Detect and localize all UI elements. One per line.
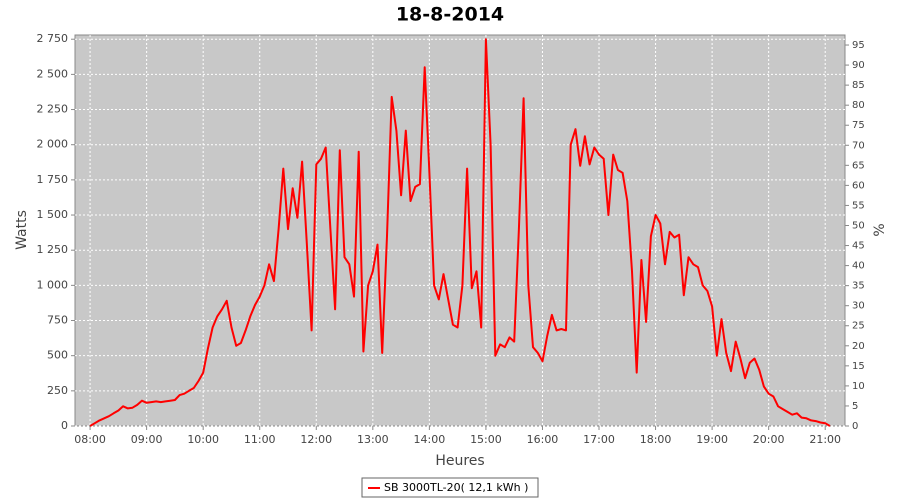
y2-tick-label: 15 bbox=[852, 361, 865, 372]
y2-tick-label: 85 bbox=[852, 80, 865, 91]
y2-tick-label: 55 bbox=[852, 200, 865, 211]
y-tick-label: 1 000 bbox=[37, 278, 69, 291]
y-axis-title: Watts bbox=[14, 210, 30, 250]
y-tick-label: 2 750 bbox=[37, 32, 69, 45]
x-tick-label: 08:00 bbox=[74, 433, 106, 446]
x-tick-label: 14:00 bbox=[414, 433, 446, 446]
y2-tick-label: 30 bbox=[852, 301, 865, 312]
x-tick-label: 10:00 bbox=[187, 433, 219, 446]
x-tick-label: 09:00 bbox=[131, 433, 163, 446]
series-line bbox=[89, 38, 831, 427]
y2-tick-label: 45 bbox=[852, 241, 865, 252]
legend-label: SB 3000TL-20( 12,1 kWh ) bbox=[384, 481, 528, 494]
y2-tick-label: 5 bbox=[852, 401, 858, 412]
y-tick-label: 750 bbox=[47, 314, 68, 327]
x-tick-label: 19:00 bbox=[696, 433, 728, 446]
x-tick-label: 20:00 bbox=[753, 433, 785, 446]
y-tick-label: 2 000 bbox=[37, 138, 69, 151]
y2-tick-label: 65 bbox=[852, 160, 865, 171]
y2-tick-label: 60 bbox=[852, 180, 865, 191]
y2-tick-label: 0 bbox=[852, 421, 858, 432]
y-tick-label: 0 bbox=[61, 419, 68, 432]
x-tick-label: 11:00 bbox=[244, 433, 276, 446]
y-tick-label: 250 bbox=[47, 384, 68, 397]
x-tick-label: 17:00 bbox=[583, 433, 615, 446]
y2-tick-label: 70 bbox=[852, 140, 865, 151]
y2-tick-label: 20 bbox=[852, 341, 865, 352]
x-tick-label: 15:00 bbox=[470, 433, 502, 446]
y2-tick-label: 90 bbox=[852, 60, 865, 71]
x-tick-label: 16:00 bbox=[527, 433, 559, 446]
y2-tick-label: 35 bbox=[852, 281, 865, 292]
y-tick-label: 2 250 bbox=[37, 103, 69, 116]
y2-tick-label: 10 bbox=[852, 381, 865, 392]
x-tick-label: 13:00 bbox=[357, 433, 389, 446]
y2-axis-title: % bbox=[872, 223, 888, 236]
y-tick-label: 1 750 bbox=[37, 173, 69, 186]
x-tick-label: 21:00 bbox=[809, 433, 841, 446]
x-tick-label: 12:00 bbox=[300, 433, 332, 446]
x-tick-label: 18:00 bbox=[640, 433, 672, 446]
y2-tick-label: 95 bbox=[852, 40, 865, 51]
y-tick-label: 1 500 bbox=[37, 208, 69, 221]
y2-tick-label: 80 bbox=[852, 100, 865, 111]
x-axis-title: Heures bbox=[435, 453, 484, 469]
y-tick-label: 1 250 bbox=[37, 243, 69, 256]
y2-tick-label: 75 bbox=[852, 120, 865, 131]
legend-box bbox=[361, 477, 539, 498]
y-tick-label: 500 bbox=[47, 349, 68, 362]
y2-tick-label: 25 bbox=[852, 321, 865, 332]
y2-tick-label: 50 bbox=[852, 220, 865, 231]
y-tick-label: 2 500 bbox=[37, 67, 69, 80]
chart-title: 18-8-2014 bbox=[396, 4, 504, 26]
y2-tick-label: 40 bbox=[852, 261, 865, 272]
